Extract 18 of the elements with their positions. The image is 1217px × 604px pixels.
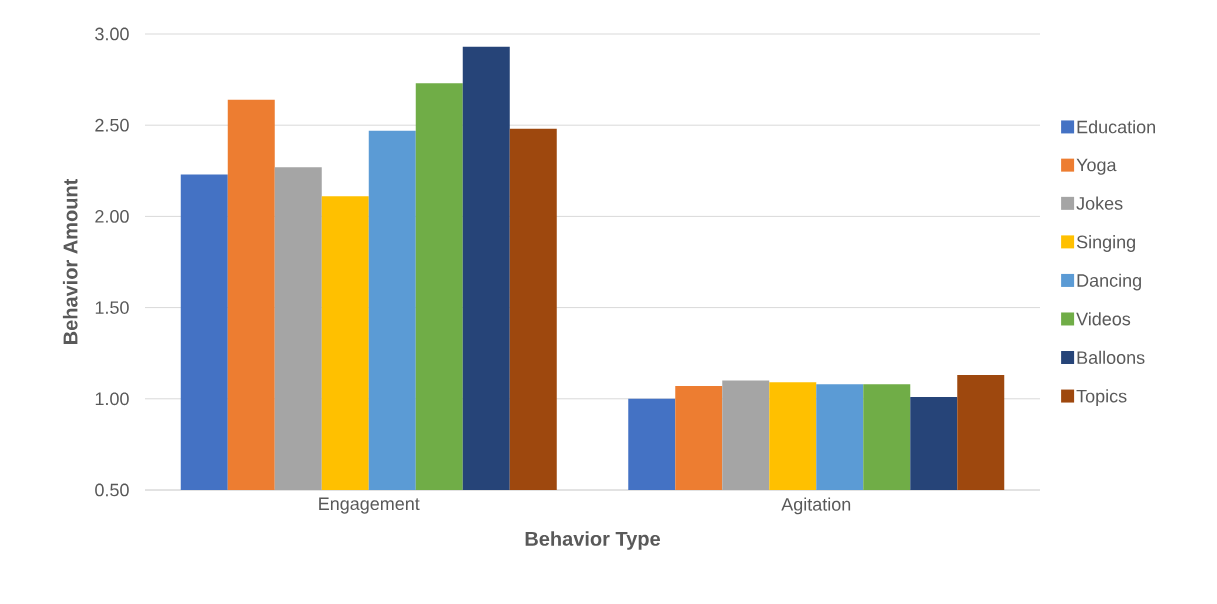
x-tick-label: Engagement: [319, 497, 420, 514]
y-tick-label: 1.50: [95, 301, 129, 314]
y-tick-label: 3.00: [95, 27, 129, 41]
y-tick-label: 1.00: [95, 392, 129, 406]
y-tick-label: 2.00: [95, 210, 129, 223]
legend-label: Yoga: [1076, 158, 1117, 175]
y-tick-label: 2.50: [95, 118, 129, 132]
legend-label: Singing: [1076, 235, 1135, 252]
y-axis-title: Behavior Amount: [62, 178, 78, 344]
legend-label: Education: [1077, 120, 1155, 134]
legend-label: Dancing: [1077, 273, 1141, 291]
legend-label: Topics: [1076, 389, 1127, 407]
x-axis-title: Behavior Type: [525, 531, 660, 550]
legend-label: Balloons: [1077, 350, 1145, 364]
legend-label: Videos: [1076, 312, 1131, 326]
x-tick-label: Agitation: [781, 497, 851, 515]
y-tick-label: 0.50: [95, 483, 129, 497]
legend-label: Jokes: [1076, 196, 1123, 210]
